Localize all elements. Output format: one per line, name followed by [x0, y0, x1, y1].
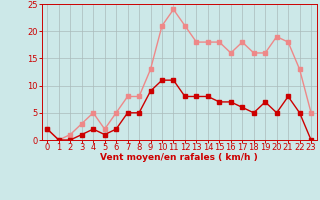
- X-axis label: Vent moyen/en rafales ( km/h ): Vent moyen/en rafales ( km/h ): [100, 153, 258, 162]
